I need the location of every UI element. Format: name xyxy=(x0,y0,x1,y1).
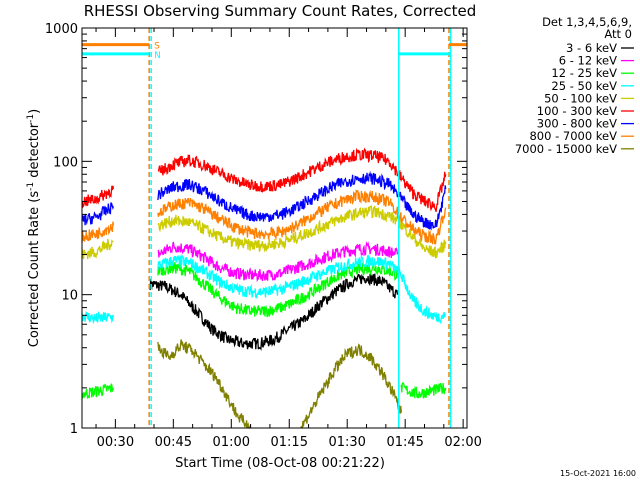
flag-layer: SN xyxy=(82,42,467,61)
y-axis: 1 10 100 1000 xyxy=(45,22,467,437)
series-7000-15000-kev-segment-0 xyxy=(157,339,252,429)
x-tick-label-02-00: 02:00 xyxy=(444,435,481,450)
legend-header-line-2: Att 0 xyxy=(604,27,632,41)
series-3-6-kev-segment-0 xyxy=(149,272,399,351)
legend-label-7000-15000-kev: 7000 - 15000 keV xyxy=(515,142,617,156)
x-tick-label-01-45: 01:45 xyxy=(386,435,423,450)
x-tick-label-00-45: 00:45 xyxy=(155,435,192,450)
x-axis: 00:30 00:45 01:00 01:15 01:30 01:45 02:00 xyxy=(95,28,482,450)
legend-label-300-800-kev: 300 - 800 keV xyxy=(537,117,617,131)
y-axis-label-mid: detector xyxy=(27,122,42,182)
footer-timestamp: 15-Oct-2021 16:00 xyxy=(560,469,636,478)
legend-header-line-1: Det 1,3,4,5,6,9, xyxy=(542,15,632,29)
series-3-6-kev xyxy=(149,272,399,351)
series-layer xyxy=(81,147,447,429)
legend-label-12-25-kev: 12 - 25 keV xyxy=(551,66,617,80)
marker-layer xyxy=(148,28,452,428)
y-axis-label: Corrected Count Rate (s-1 detector-1) xyxy=(26,109,42,347)
y-tick-label-1000: 1000 xyxy=(45,22,78,37)
y-tick-label-100: 100 xyxy=(53,155,78,170)
x-tick-label-00-30: 00:30 xyxy=(97,435,134,450)
y-axis-label-main: Corrected Count Rate (s xyxy=(27,191,42,348)
series-800-7000-kev-segment-0 xyxy=(81,221,115,243)
y-axis-label-end: ) xyxy=(27,109,42,114)
legend-label-3-6-kev: 3 - 6 keV xyxy=(566,41,617,55)
series-7000-15000-kev xyxy=(157,339,402,429)
x-tick-label-01-30: 01:30 xyxy=(328,435,365,450)
series-6-12-kev xyxy=(157,241,399,283)
plot-frame xyxy=(81,27,468,429)
plot-area: SN xyxy=(81,27,468,429)
chart-title: RHESSI Observing Summary Count Rates, Co… xyxy=(84,2,477,20)
series-6-12-kev-segment-0 xyxy=(157,241,399,283)
series-12-25-kev xyxy=(81,261,447,400)
legend-label-50-100-kev: 50 - 100 keV xyxy=(544,91,617,105)
x-axis-label: Start Time (08-Oct-08 00:21:22) xyxy=(175,456,385,471)
x-tick-label-01-00: 01:00 xyxy=(213,435,250,450)
y-axis-label-sup2: -1 xyxy=(26,114,36,123)
series-50-100-kev-segment-0 xyxy=(81,238,114,260)
flag-label-s: S xyxy=(154,42,160,52)
y-axis-label-sup1: -1 xyxy=(26,182,36,191)
series-7000-15000-kev-segment-1 xyxy=(300,343,402,429)
series-300-800-kev-segment-0 xyxy=(81,202,115,226)
series-50-100-kev-segment-1 xyxy=(157,205,447,259)
y-tick-label-1: 1 xyxy=(70,422,78,437)
series-100-300-kev-segment-0 xyxy=(81,185,115,209)
legend-label-25-50-kev: 25 - 50 keV xyxy=(551,79,617,93)
series-12-25-kev-segment-2 xyxy=(400,382,447,400)
legend-label-6-12-kev: 6 - 12 keV xyxy=(559,54,617,68)
flag-label-n: N xyxy=(154,51,161,61)
legend-label-100-300-kev: 100 - 300 keV xyxy=(537,104,617,118)
legend-label-800-7000-kev: 800 - 7000 keV xyxy=(529,129,617,143)
y-tick-label-10: 10 xyxy=(61,289,78,304)
series-12-25-kev-segment-0 xyxy=(81,383,115,400)
series-25-50-kev-segment-0 xyxy=(81,310,115,325)
series-12-25-kev-segment-1 xyxy=(157,261,399,318)
x-tick-label-01-15: 01:15 xyxy=(271,435,308,450)
